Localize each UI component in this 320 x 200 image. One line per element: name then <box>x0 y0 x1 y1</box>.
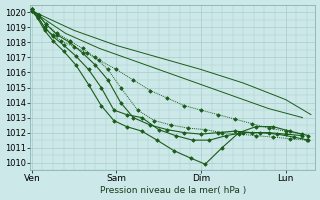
X-axis label: Pression niveau de la mer( hPa ): Pression niveau de la mer( hPa ) <box>100 186 246 195</box>
